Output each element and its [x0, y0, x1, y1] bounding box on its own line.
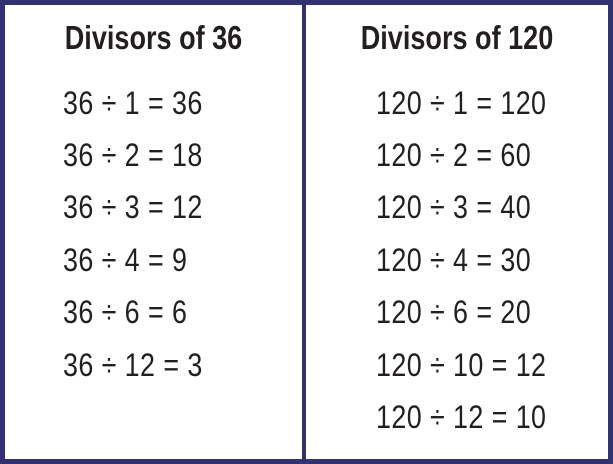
- right-equation-list: 120 ÷ 1 = 120 120 ÷ 2 = 60 120 ÷ 3 = 40 …: [306, 77, 608, 444]
- equation-row: 120 ÷ 12 = 10: [376, 399, 547, 436]
- equation-row: 36 ÷ 12 = 3: [63, 346, 203, 383]
- right-panel-title: Divisors of 120: [360, 19, 554, 56]
- equation-row: 120 ÷ 2 = 60: [376, 137, 532, 174]
- equation-row: 120 ÷ 4 = 30: [376, 241, 532, 278]
- equation-row: 120 ÷ 6 = 20: [376, 294, 532, 331]
- panel-divisors-of-36: Divisors of 36 36 ÷ 1 = 36 36 ÷ 2 = 18 3…: [5, 5, 302, 459]
- equation-row: 120 ÷ 3 = 40: [376, 189, 532, 226]
- equation-row: 120 ÷ 1 = 120: [376, 84, 547, 121]
- equation-row: 36 ÷ 4 = 9: [63, 241, 188, 278]
- panel-divisors-of-120: Divisors of 120 120 ÷ 1 = 120 120 ÷ 2 = …: [306, 5, 608, 459]
- left-equation-list: 36 ÷ 1 = 36 36 ÷ 2 = 18 36 ÷ 3 = 12 36 ÷…: [5, 77, 302, 391]
- equation-row: 120 ÷ 10 = 12: [376, 346, 547, 383]
- equation-row: 36 ÷ 6 = 6: [63, 294, 188, 331]
- equation-row: 36 ÷ 2 = 18: [63, 137, 203, 174]
- left-panel-title: Divisors of 36: [64, 19, 243, 56]
- equation-row: 36 ÷ 1 = 36: [63, 84, 203, 121]
- column-divider: [302, 5, 306, 459]
- equation-row: 36 ÷ 3 = 12: [63, 189, 203, 226]
